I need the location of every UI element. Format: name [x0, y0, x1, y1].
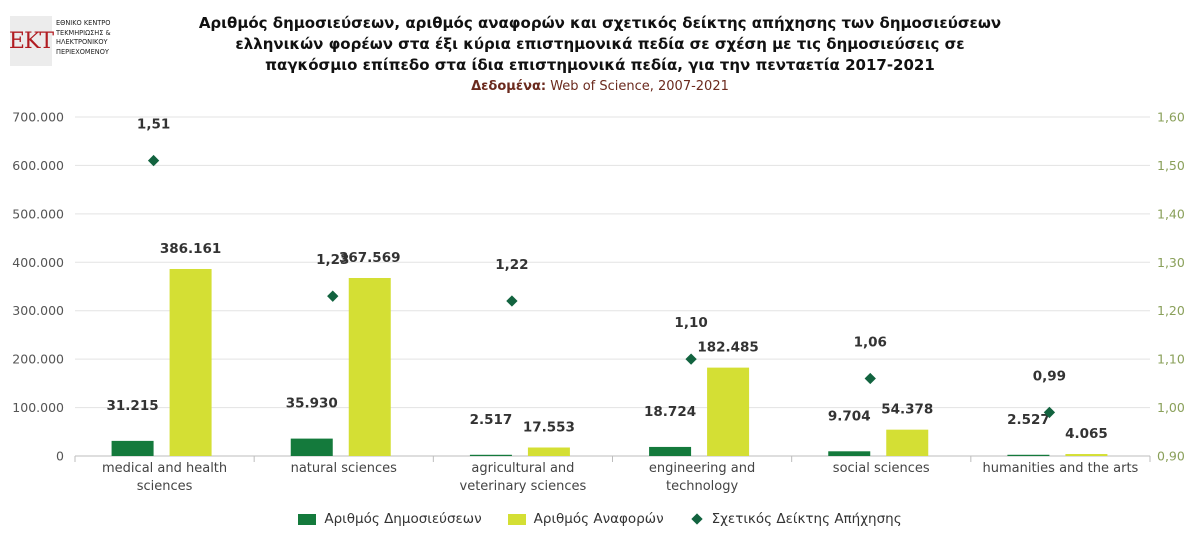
bar-citations: [527, 447, 570, 456]
legend-label-publications: Αριθμός Δημοσιεύσεων: [324, 511, 482, 527]
y-right-tick-label: 1,60: [1157, 110, 1185, 125]
y-right-tick-label: 1,50: [1157, 158, 1185, 173]
data-label-publications: 2.517: [470, 412, 513, 428]
legend-diamond-index-icon: [690, 513, 703, 525]
y-right-tick-label: 1,30: [1157, 255, 1185, 270]
legend-label-citations: Αριθμός Αναφορών: [533, 511, 664, 527]
index-marker: [506, 295, 518, 307]
bar-publications: [1007, 454, 1050, 456]
data-label-citations: 17.553: [523, 419, 575, 435]
data-label-citations: 182.485: [697, 340, 759, 356]
subtitle-source: Web of Science, 2007-2021: [550, 79, 729, 94]
legend-item-publications[interactable]: Αριθμός Δημοσιεύσεων: [298, 511, 482, 527]
data-label-publications: 31.215: [107, 398, 159, 414]
y-right-tick-label: 0,90: [1157, 449, 1185, 464]
logo-line: ΤΕΚΜΗΡΙΩΣΗΣ &: [56, 28, 111, 37]
x-category-label: social sciences: [833, 461, 930, 476]
chart-subtitle: Δεδομένα: Web of Science, 2007-2021: [300, 79, 900, 94]
ekt-logo: EKT ΕΘΝΙΚΟ ΚΕΝΤΡΟ ΤΕΚΜΗΡΙΩΣΗΣ & ΗΛΕΚΤΡΟΝ…: [8, 16, 130, 70]
y-right-tick-label: 1,00: [1157, 400, 1185, 415]
x-category-label: agricultural and: [471, 461, 574, 476]
chart-title-line: Αριθμός δημοσιεύσεων, αριθμός αναφορών κ…: [198, 14, 1002, 32]
y-left-tick-label: 0: [56, 449, 64, 464]
y-left-tick-label: 700.000: [12, 110, 64, 125]
logo-text: ΕΘΝΙΚΟ ΚΕΝΤΡΟ ΤΕΚΜΗΡΙΩΣΗΣ & ΗΛΕΚΤΡΟΝΙΚΟΥ…: [56, 19, 136, 57]
x-category-label: medical and health: [102, 461, 227, 476]
bar-citations: [707, 367, 750, 456]
bar-publications: [649, 446, 692, 456]
data-label-publications: 2.527: [1007, 412, 1050, 428]
legend-swatch-publications: [298, 513, 317, 525]
data-label-index: 0,99: [1033, 368, 1066, 384]
data-label-index: 1,06: [854, 335, 887, 351]
y-right-tick-label: 1,10: [1157, 352, 1185, 367]
y-left-tick-label: 300.000: [12, 303, 64, 318]
y-left-tick-label: 400.000: [12, 255, 64, 270]
data-label-index: 1,10: [674, 315, 707, 331]
logo-mark-box: EKT: [8, 16, 54, 66]
data-label-citations: 386.161: [160, 241, 222, 257]
y-left-tick-label: 500.000: [12, 206, 64, 221]
bar-citations: [1065, 454, 1108, 456]
bar-citations: [348, 277, 391, 456]
logo-mark: EKT: [8, 28, 54, 54]
data-label-index: 1,51: [137, 117, 170, 133]
legend-label-index: Σχετικός Δείκτης Απήχησης: [711, 511, 902, 527]
subtitle-label: Δεδομένα:: [471, 79, 547, 94]
data-label-index: 1,23: [316, 252, 349, 268]
chart-title-line: παγκόσμιο επίπεδο στα ίδια επιστημονικά …: [265, 56, 935, 74]
y-right-tick-label: 1,20: [1157, 303, 1185, 318]
chart-legend: Αριθμός Δημοσιεύσεων Αριθμός Αναφορών Σχ…: [0, 511, 1200, 527]
x-category-label: humanities and the arts: [983, 461, 1139, 476]
index-marker: [1043, 406, 1056, 419]
y-left-tick-label: 200.000: [12, 352, 64, 367]
logo-line: ΠΕΡΙΕΧΟΜΕΝΟΥ: [56, 47, 109, 56]
legend-item-citations[interactable]: Αριθμός Αναφορών: [507, 511, 664, 527]
x-category-label: natural sciences: [291, 461, 398, 476]
index-marker: [147, 154, 160, 167]
index-marker: [864, 372, 876, 385]
legend-swatch-citations: [507, 513, 526, 525]
bar-publications: [469, 454, 512, 456]
bar-publications: [111, 440, 154, 456]
bar-publications: [290, 438, 333, 456]
data-label-citations: 54.378: [881, 402, 933, 418]
logo-line: ΗΛΕΚΤΡΟΝΙΚΟΥ: [56, 38, 108, 47]
bar-publications: [828, 451, 871, 456]
data-label-publications: 35.930: [286, 396, 338, 412]
bar-citations: [169, 268, 212, 456]
x-category-label: technology: [666, 479, 738, 494]
logo-line: ΕΘΝΙΚΟ ΚΕΝΤΡΟ: [56, 19, 111, 27]
bar-citations: [886, 429, 929, 456]
chart-title: Αριθμός δημοσιεύσεων, αριθμός αναφορών κ…: [160, 13, 1040, 76]
y-left-tick-label: 600.000: [12, 158, 64, 173]
data-label-citations: 367.569: [339, 250, 401, 266]
index-marker: [327, 290, 339, 302]
x-category-label: veterinary sciences: [460, 479, 587, 494]
chart-title-line: ελληνικών φορέων στα έξι κύρια επιστημον…: [235, 35, 965, 53]
legend-item-index[interactable]: Σχετικός Δείκτης Απήχησης: [690, 511, 902, 527]
x-category-label: engineering and: [649, 461, 755, 476]
data-label-publications: 9.704: [828, 408, 871, 424]
data-label-publications: 18.724: [644, 404, 696, 420]
data-label-index: 1,22: [495, 257, 528, 273]
y-left-tick-label: 100.000: [12, 400, 64, 415]
data-label-citations: 4.065: [1065, 426, 1108, 442]
y-right-tick-label: 1,40: [1157, 206, 1185, 221]
x-category-label: sciences: [137, 479, 193, 494]
index-marker: [685, 353, 697, 365]
